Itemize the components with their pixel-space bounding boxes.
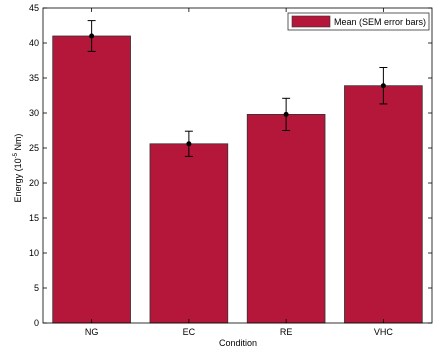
legend-label: Mean (SEM error bars) xyxy=(334,17,426,27)
legend: Mean (SEM error bars) xyxy=(287,12,430,31)
y-tick-label-35: 35 xyxy=(29,73,39,83)
mean-marker-ng xyxy=(89,33,95,39)
y-tick-label-40: 40 xyxy=(29,38,39,48)
y-tick-label-15: 15 xyxy=(29,213,39,223)
bars-group xyxy=(52,35,423,324)
x-tick-label-ec: EC xyxy=(183,327,196,337)
plot-frame xyxy=(42,7,433,324)
y-tick-label-25: 25 xyxy=(29,143,39,153)
y-tick-label-0: 0 xyxy=(34,318,39,328)
x-tick-label-vhc: VHC xyxy=(374,327,394,337)
mean-marker-re xyxy=(283,111,289,117)
x-tick-label-ng: NG xyxy=(85,327,99,337)
bar-ec xyxy=(149,143,229,324)
y-axis-title-end: Nm) xyxy=(13,134,23,154)
x-tick-label-re: RE xyxy=(280,327,293,337)
y-tick-label-20: 20 xyxy=(29,178,39,188)
x-axis-title: Condition xyxy=(219,338,257,348)
y-axis-title: Energy (10-5 Nm) xyxy=(13,134,23,203)
legend-swatch xyxy=(291,15,331,28)
bar-ng xyxy=(52,35,131,324)
y-tick-label-10: 10 xyxy=(29,248,39,258)
y-tick-label-45: 45 xyxy=(29,3,39,13)
y-axis-title-superscript: -5 xyxy=(13,152,19,158)
bar-re xyxy=(246,114,326,324)
y-axis-title-main: Energy (10 xyxy=(13,158,23,202)
axes-group: NG EC RE VHC 0 5 10 15 20 25 30 35 40 45 xyxy=(29,3,433,337)
mean-marker-vhc xyxy=(380,83,386,89)
y-tick-label-30: 30 xyxy=(29,108,39,118)
y-tick-label-5: 5 xyxy=(34,283,39,293)
mean-marker-ec xyxy=(186,141,192,147)
bar-vhc xyxy=(344,85,423,324)
error-bars-group xyxy=(87,20,388,157)
